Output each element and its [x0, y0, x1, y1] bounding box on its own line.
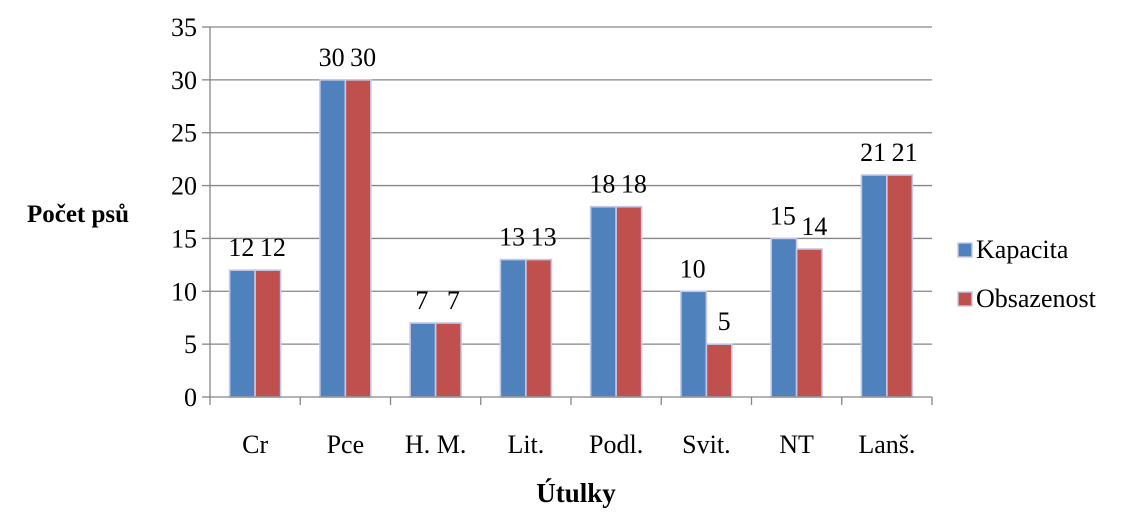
y-axis-title: Počet psů [27, 201, 129, 228]
data-label: 18 [589, 170, 615, 199]
data-label: 21 [892, 138, 918, 167]
bar-obsazenost [254, 269, 282, 398]
data-label: 10 [680, 254, 706, 283]
bar-kapacita [860, 174, 888, 398]
y-tick-label: 30 [171, 66, 197, 95]
data-label: 14 [801, 212, 827, 241]
bar-obsazenost [886, 174, 914, 398]
y-tick-label: 5 [184, 330, 197, 359]
bar-obsazenost [525, 258, 553, 398]
data-label: 30 [319, 43, 345, 72]
y-tick-label: 0 [184, 383, 197, 412]
x-tick-label: Lanš. [858, 430, 915, 459]
x-tick-label: Lit. [507, 430, 544, 459]
bar-kapacita [409, 322, 437, 398]
bar-kapacita [589, 205, 617, 398]
bar-obsazenost [344, 79, 372, 398]
data-labels: 12 12 30 30 7 7 13 13 18 18 10 5 15 14 21 21 [228, 43, 917, 336]
y-tick-label: 25 [171, 119, 197, 148]
bar-obsazenost [705, 343, 733, 398]
gridlines [210, 26, 932, 345]
bar-kapacita [228, 269, 256, 398]
y-tick-label: 20 [171, 172, 197, 201]
x-tick-label: H. M. [405, 430, 466, 459]
x-tick-label: Svit. [682, 430, 730, 459]
x-tick-label: NT [779, 430, 814, 459]
data-label: 7 [415, 286, 428, 315]
bar-obsazenost [615, 205, 643, 398]
bar-kapacita [770, 237, 798, 398]
legend-swatch-kapacita [957, 242, 973, 258]
y-tick-label: 35 [171, 13, 197, 42]
data-label: 13 [531, 223, 557, 252]
data-label: 13 [499, 223, 525, 252]
data-label: 12 [228, 233, 254, 262]
data-label: 30 [350, 43, 376, 72]
x-tick-label: Podl. [589, 430, 643, 459]
legend: Kapacita Obsazenost [957, 235, 1097, 313]
bar-kapacita [319, 79, 347, 398]
bars [228, 79, 914, 398]
bar-kapacita [499, 258, 527, 398]
legend-label-obsazenost: Obsazenost [976, 284, 1097, 313]
axes: 0 5 10 15 20 25 30 35 Cr Pce H. M. Lit. Podl. Svit. NT… [171, 13, 933, 459]
data-label: 12 [260, 233, 286, 262]
data-label: 7 [447, 286, 460, 315]
x-tick-label: Cr [242, 430, 268, 459]
y-tick-label: 10 [171, 277, 197, 306]
legend-swatch-obsazenost [957, 291, 973, 307]
data-label: 15 [770, 201, 796, 230]
data-label: 21 [860, 138, 886, 167]
data-label: 5 [718, 307, 731, 336]
bar-obsazenost [795, 248, 823, 398]
x-axis-title: Útulky [536, 478, 616, 508]
y-tick-label: 15 [171, 224, 197, 253]
legend-label-kapacita: Kapacita [976, 235, 1069, 264]
bar-kapacita [680, 290, 708, 398]
bar-obsazenost [434, 322, 462, 398]
x-tick-label: Pce [327, 430, 365, 459]
data-label: 18 [621, 170, 647, 199]
